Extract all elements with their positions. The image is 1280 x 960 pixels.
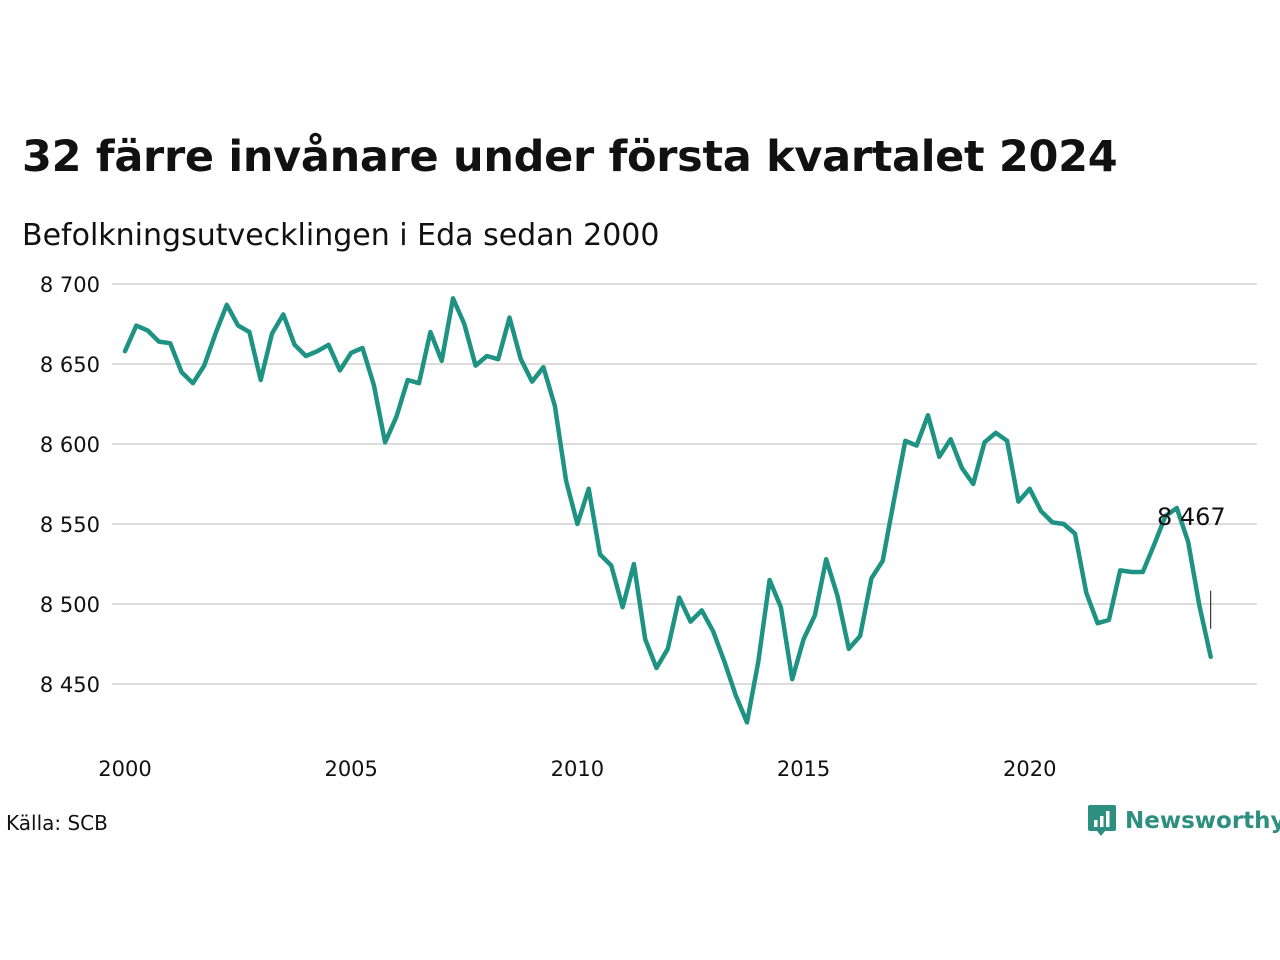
x-tick-label: 2015	[777, 757, 830, 781]
y-tick-label: 8 650	[40, 353, 100, 377]
series-line	[122, 296, 1213, 725]
x-tick-label: 2005	[324, 757, 377, 781]
y-tick-label: 8 550	[40, 513, 100, 537]
end-label-layer: 8 467	[1157, 503, 1226, 629]
end-value-label: 8 467	[1157, 503, 1226, 531]
y-axis-tick-labels: 8 450 8 500 8 550 8 600 8 650 8 700	[40, 273, 100, 697]
source-note: Källa: SCB	[6, 811, 108, 835]
gridlines	[112, 283, 1257, 685]
chart-title: 32 färre invånare under första kvartalet…	[22, 132, 1118, 182]
x-tick-label: 2010	[551, 757, 604, 781]
y-tick-label: 8 600	[40, 433, 100, 457]
newsworthy-logo-icon	[1088, 805, 1116, 836]
y-tick-label: 8 700	[40, 273, 100, 297]
chart-subtitle: Befolkningsutvecklingen i Eda sedan 2000	[22, 218, 660, 253]
y-tick-label: 8 500	[40, 593, 100, 617]
brand-logo: Newsworthy	[1087, 803, 1280, 839]
y-tick-label: 8 450	[40, 673, 100, 697]
x-axis-tick-labels: 2000 2005 2010 2015 2020	[98, 757, 1056, 781]
x-tick-label: 2020	[1003, 757, 1056, 781]
series-layer	[122, 296, 1213, 725]
x-tick-label: 2000	[98, 757, 151, 781]
brand-name: Newsworthy	[1125, 808, 1280, 834]
